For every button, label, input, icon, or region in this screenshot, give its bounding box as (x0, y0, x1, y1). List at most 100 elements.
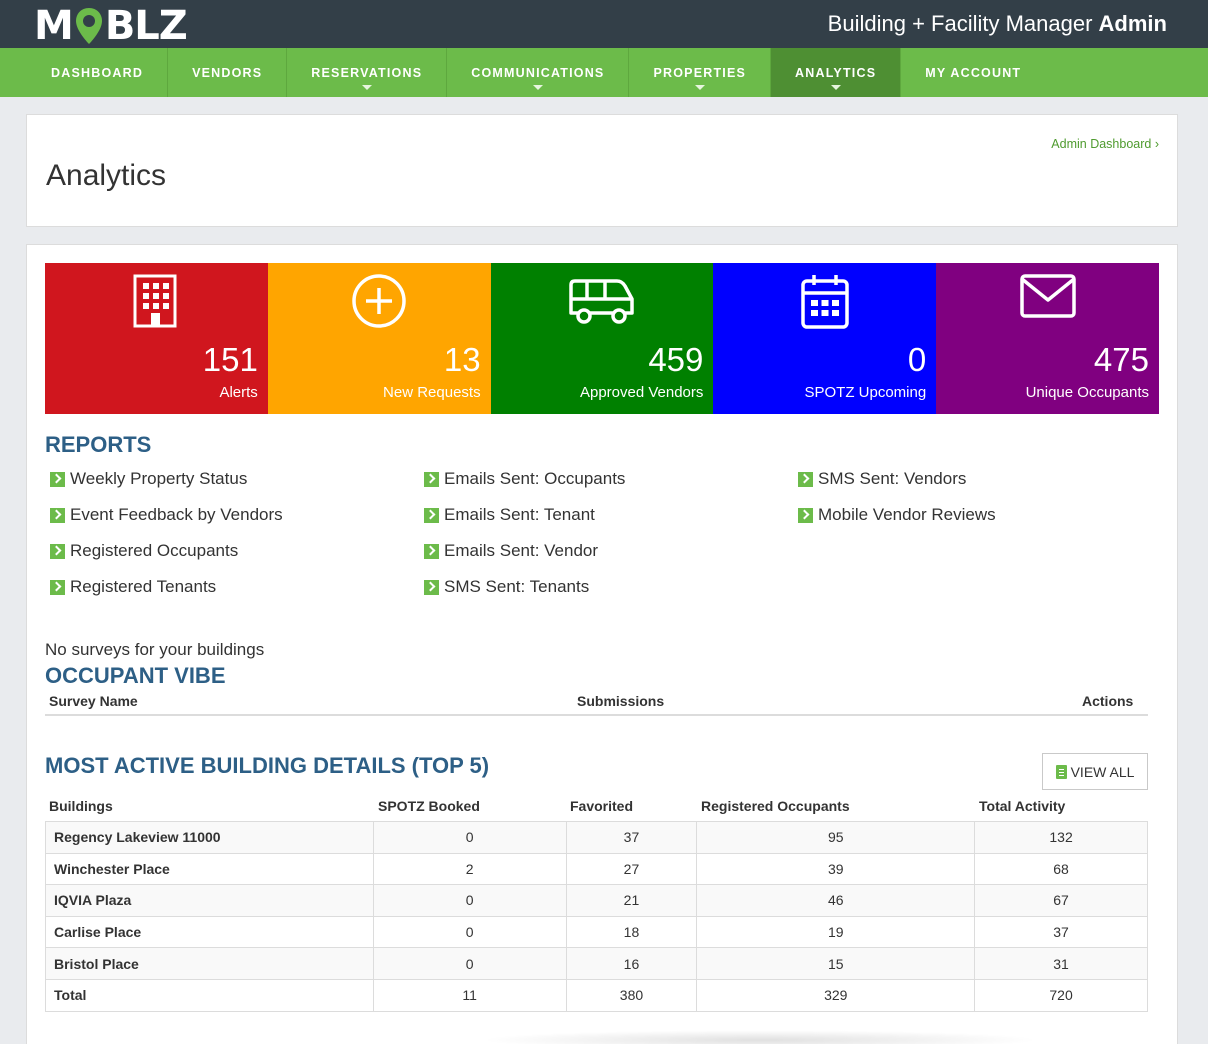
spotz-booked-cell: 0 (372, 947, 567, 980)
app-title: Building + Facility Manager Admin (828, 11, 1167, 37)
table-row: Carlise Place 0 18 19 37 (45, 915, 1148, 949)
page-header-panel: Admin Dashboard › Analytics (26, 114, 1178, 227)
table-row: IQVIA Plaza 0 21 46 67 (45, 884, 1148, 917)
report-label: Emails Sent: Vendor (444, 541, 599, 560)
stat-label: SPOTZ Upcoming (804, 384, 927, 401)
reports-title: REPORTS (45, 432, 152, 457)
registered-occupants-cell: 39 (696, 852, 976, 886)
buildings-table: Regency Lakeview 11000 0 37 95 132 Winch… (45, 821, 1148, 1012)
logo-text-right: BLZ (104, 3, 188, 49)
total-label: Total (45, 978, 374, 1012)
report-label: SMS Sent: Tenants (444, 577, 590, 596)
registered-occupants-cell: 95 (696, 821, 976, 854)
report-link[interactable]: Mobile Vendor Reviews (798, 505, 996, 525)
stat-value: 475 (1093, 341, 1149, 378)
building-icon (133, 274, 177, 328)
calendar-icon (801, 275, 849, 329)
favorited-cell: 16 (565, 947, 698, 980)
stat-label: New Requests (383, 384, 481, 401)
nav-label: Properties (653, 65, 747, 80)
building-name: Winchester Place (45, 852, 374, 886)
favorited-cell: 380 (565, 978, 698, 1012)
report-link[interactable]: Event Feedback by Vendors (50, 505, 283, 525)
total-activity-cell: 720 (974, 978, 1148, 1012)
table-row: Bristol Place 0 16 15 31 (45, 947, 1148, 980)
total-activity-cell: 31 (974, 947, 1148, 980)
stats-row: 151 Alerts 13 New Requests 459 Approved … (45, 263, 1159, 414)
col-favorited: Favorited (570, 798, 634, 814)
map-pin-icon (74, 6, 104, 46)
stat-value: 0 (907, 341, 927, 378)
stat-approved-vendors[interactable]: 459 Approved Vendors (490, 263, 714, 414)
report-link[interactable]: Weekly Property Status (50, 469, 247, 489)
view-all-label: VIEW ALL (1070, 763, 1135, 780)
report-link[interactable]: Registered Occupants (50, 541, 238, 561)
total-activity-cell: 37 (974, 915, 1148, 949)
report-label: Event Feedback by Vendors (70, 505, 283, 524)
total-activity-cell: 132 (974, 821, 1148, 854)
stat-alerts[interactable]: 151 Alerts (45, 263, 268, 414)
page-title: Analytics (46, 159, 167, 192)
nav-dashboard[interactable]: Dashboard (0, 48, 169, 97)
building-name: Carlise Place (45, 915, 374, 949)
table-row-total: Total 11 380 329 720 (45, 978, 1148, 1012)
stat-new-requests[interactable]: 13 New Requests (267, 263, 491, 414)
report-label: Mobile Vendor Reviews (818, 505, 996, 524)
col-actions: Actions (1082, 693, 1134, 709)
building-name: Bristol Place (45, 947, 374, 980)
plus-circle-icon (352, 274, 406, 328)
breadcrumb-admin-dashboard[interactable]: Admin Dashboard › (1051, 137, 1159, 151)
chevron-right-icon (50, 507, 65, 523)
clipboard-icon (1055, 764, 1067, 779)
report-link[interactable]: SMS Sent: Tenants (424, 577, 589, 597)
favorited-cell: 21 (565, 884, 698, 917)
favorited-cell: 37 (565, 821, 698, 854)
spotz-booked-cell: 0 (372, 915, 567, 949)
caret-down-icon (361, 85, 372, 90)
report-link[interactable]: SMS Sent: Vendors (798, 469, 966, 489)
chevron-right-icon (424, 471, 439, 487)
envelope-icon (1019, 274, 1076, 318)
registered-occupants-cell: 329 (696, 978, 976, 1012)
registered-occupants-cell: 15 (696, 947, 976, 980)
report-label: Emails Sent: Tenant (444, 505, 595, 524)
col-spotz-booked: SPOTZ Booked (378, 798, 480, 814)
report-link[interactable]: Registered Tenants (50, 577, 216, 597)
report-label: Registered Occupants (70, 541, 239, 560)
building-name: Regency Lakeview 11000 (45, 821, 374, 854)
stat-unique-occupants[interactable]: 475 Unique Occupants (936, 263, 1159, 414)
stat-label: Approved Vendors (579, 384, 704, 401)
spotz-booked-cell: 0 (372, 821, 567, 854)
scroll-shadow (480, 1030, 1040, 1044)
nav-properties[interactable]: Properties (629, 48, 772, 97)
view-all-button[interactable]: VIEW ALL (1042, 753, 1148, 790)
chevron-right-icon (50, 579, 65, 595)
col-buildings: Buildings (49, 798, 113, 814)
nav-label: Vendors (192, 65, 263, 80)
favorited-cell: 27 (565, 852, 698, 886)
stat-value: 13 (443, 341, 481, 378)
nav-reservations[interactable]: Reservations (287, 48, 448, 97)
report-link[interactable]: Emails Sent: Occupants (424, 469, 625, 489)
report-link[interactable]: Emails Sent: Tenant (424, 505, 595, 525)
caret-down-icon (830, 85, 841, 90)
stat-value: 151 (202, 341, 258, 378)
chevron-right-icon (798, 507, 813, 523)
table-divider (45, 714, 1148, 716)
nav-communications[interactable]: Communications (447, 48, 630, 97)
nav-vendors[interactable]: Vendors (168, 48, 288, 97)
col-registered-occupants: Registered Occupants (701, 798, 850, 814)
report-link[interactable]: Emails Sent: Vendor (424, 541, 598, 561)
nav-my-account[interactable]: My Account (901, 48, 1045, 97)
chevron-right-icon (798, 471, 813, 487)
top-bar: M BLZ Building + Facility Manager Admin (0, 0, 1208, 49)
col-total-activity: Total Activity (979, 798, 1066, 814)
nav-label: Analytics (795, 65, 877, 80)
table-row: Winchester Place 2 27 39 68 (45, 852, 1148, 886)
van-icon (569, 279, 634, 324)
table-row: Regency Lakeview 11000 0 37 95 132 (45, 821, 1148, 854)
stat-spotz-upcoming[interactable]: 0 SPOTZ Upcoming (713, 263, 937, 414)
report-label: Emails Sent: Occupants (444, 469, 626, 488)
moblz-logo[interactable]: M BLZ (34, 3, 188, 49)
nav-analytics[interactable]: Analytics (771, 48, 902, 97)
